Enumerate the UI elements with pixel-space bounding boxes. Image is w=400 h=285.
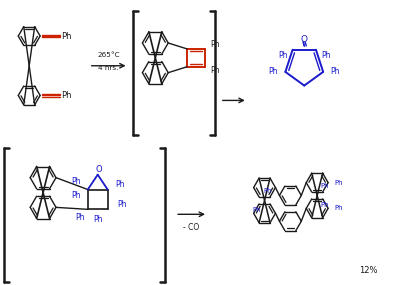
Text: Ph: Ph: [210, 66, 220, 75]
Text: 4 hrs.: 4 hrs.: [98, 65, 119, 71]
Text: Ph: Ph: [75, 213, 84, 222]
Text: Ph: Ph: [115, 180, 124, 189]
Text: Ph: Ph: [320, 183, 329, 189]
Text: 12%: 12%: [360, 266, 378, 275]
Text: Ph: Ph: [210, 40, 220, 50]
Text: Ph: Ph: [321, 51, 331, 60]
Text: Ph: Ph: [61, 91, 71, 100]
Text: Ph: Ph: [320, 202, 329, 208]
Text: Ph: Ph: [71, 191, 81, 200]
Text: Ph: Ph: [269, 67, 278, 76]
Text: Ph: Ph: [71, 177, 81, 186]
Text: Ph: Ph: [335, 205, 343, 211]
Text: Ph: Ph: [264, 188, 272, 194]
Text: Ph: Ph: [61, 32, 71, 40]
Text: Ph: Ph: [117, 200, 126, 209]
Text: Ph: Ph: [253, 207, 262, 213]
Text: Ph: Ph: [278, 51, 288, 60]
Text: O: O: [95, 165, 102, 174]
Text: 265°C: 265°C: [97, 52, 120, 58]
Text: O: O: [301, 34, 308, 44]
Text: Ph: Ph: [330, 67, 340, 76]
Text: Ph: Ph: [335, 180, 343, 186]
Text: Ph: Ph: [93, 215, 102, 224]
Text: - CO: - CO: [183, 223, 199, 232]
